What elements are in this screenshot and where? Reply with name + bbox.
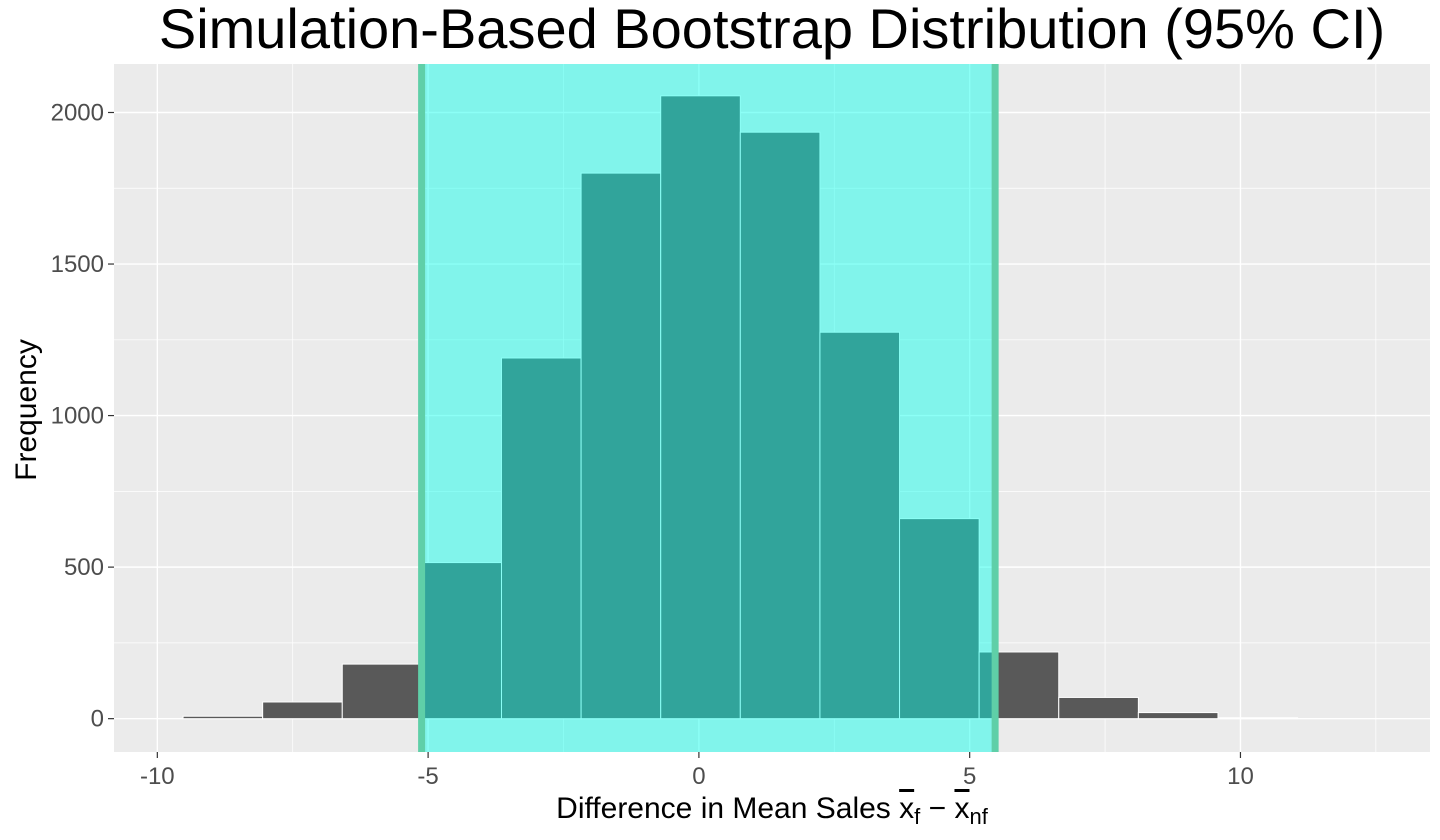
x-axis-title-main: Difference in Mean Sales xyxy=(556,792,899,825)
x-axis-subscript-f: f xyxy=(914,804,921,829)
histogram-bar xyxy=(421,562,502,720)
histogram-bar xyxy=(739,131,821,720)
histogram-bar xyxy=(1217,717,1299,720)
histogram-bar xyxy=(341,663,423,720)
x-axis-title: Difference in Mean Sales xf − xnf xyxy=(556,792,989,829)
y-axis-title: Frequency xyxy=(10,339,43,481)
histogram-bars xyxy=(182,95,1299,720)
histogram-bar xyxy=(899,518,980,720)
x-bar-nf-symbol: x xyxy=(954,792,969,825)
histogram-bar xyxy=(1058,696,1139,720)
x-tick-label: 10 xyxy=(1227,763,1254,790)
x-bar-f-symbol: x xyxy=(899,792,914,825)
y-tick-label: 1000 xyxy=(51,403,104,430)
x-tick-label: -10 xyxy=(140,763,175,790)
y-tick-label: 500 xyxy=(64,554,104,581)
axis-ticks: -10 -5 0 5 10 0 500 1000 1500 2000 xyxy=(51,99,1254,790)
x-tick-label: -5 xyxy=(417,763,438,790)
histogram-bar xyxy=(660,95,741,720)
x-tick-label: 5 xyxy=(963,763,976,790)
confidence-interval xyxy=(418,64,999,752)
x-axis-subscript-nf: nf xyxy=(969,804,988,829)
y-tick-label: 2000 xyxy=(51,99,104,126)
y-tick-label: 0 xyxy=(91,706,104,733)
y-tick-label: 1500 xyxy=(51,251,104,278)
histogram-bar xyxy=(182,715,264,720)
histogram-bar xyxy=(1137,712,1219,720)
ci-shaded-region xyxy=(421,64,996,752)
x-axis-minus: − xyxy=(920,792,954,825)
x-tick-label: 0 xyxy=(692,763,705,790)
histogram-bar xyxy=(580,172,662,720)
chart-title: Simulation-Based Bootstrap Distribution … xyxy=(159,0,1385,60)
histogram-bar xyxy=(262,701,343,720)
